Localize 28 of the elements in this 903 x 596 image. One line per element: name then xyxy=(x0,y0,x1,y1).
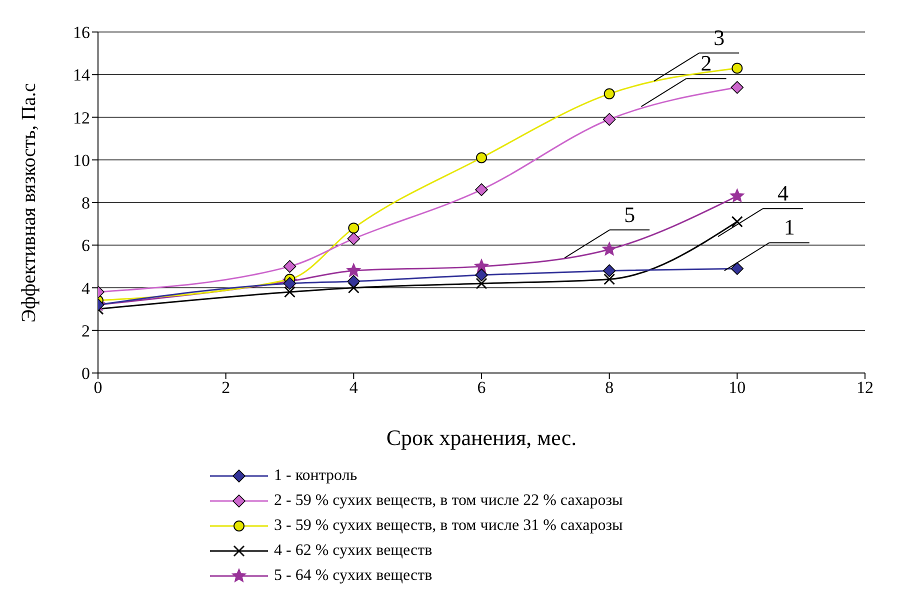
legend-label: 4 - 62 % сухих веществ xyxy=(274,542,432,560)
y-tick-label: 2 xyxy=(82,321,90,340)
x-tick-label: 8 xyxy=(605,378,614,398)
annotation: 4 xyxy=(777,180,788,206)
x-axis-title: Срок хранения, мес. xyxy=(386,425,577,450)
y-tick-label: 12 xyxy=(73,108,90,128)
x-tick-label: 12 xyxy=(856,378,874,398)
legend-label: 5 - 64 % сухих веществ xyxy=(274,566,432,584)
y-tick-label: 0 xyxy=(82,364,90,384)
annotation: 2 xyxy=(700,50,712,76)
annotation: 5 xyxy=(624,202,636,227)
legend-label: 2 - 59 % сухих веществ, в том числе 22 % сахарозы xyxy=(274,492,623,510)
y-tick-label: 6 xyxy=(82,236,90,256)
x-tick-label: 4 xyxy=(349,378,358,398)
y-tick-label: 10 xyxy=(73,150,90,170)
x-tick-label: 10 xyxy=(728,378,746,398)
y-tick-label: 14 xyxy=(73,66,90,85)
annotation: 3 xyxy=(714,25,725,50)
y-axis-title: Эффективная вязкость, Па.с xyxy=(18,82,40,322)
y-tick-label: 16 xyxy=(73,23,90,42)
y-tick-label: 8 xyxy=(82,194,90,213)
x-tick-label: 0 xyxy=(94,378,102,398)
x-tick-label: 2 xyxy=(222,378,230,398)
y-tick-label: 4 xyxy=(82,278,90,298)
annotation: 1 xyxy=(784,214,795,240)
legend-label: 1 - контроль xyxy=(274,466,358,484)
x-tick-label: 6 xyxy=(477,378,486,398)
legend-label: 3 - 59 % сухих веществ, в том числе 31 % сахарозы xyxy=(274,516,623,534)
